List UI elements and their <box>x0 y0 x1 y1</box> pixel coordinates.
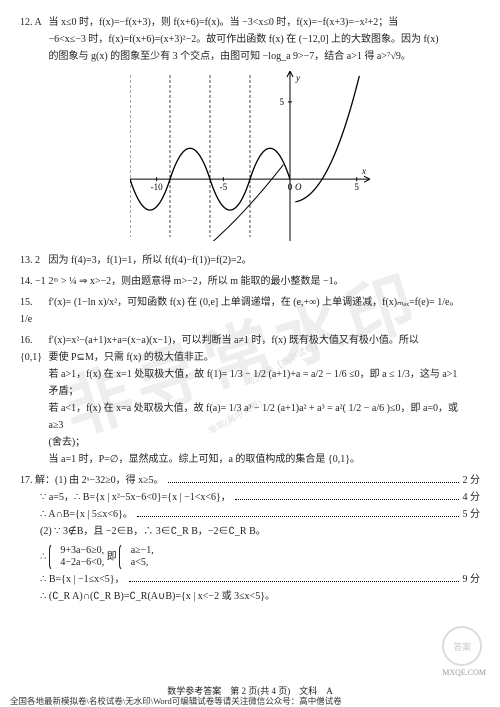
q16-l6: 当 a=1 时，P=∅，显然成立。综上可知，a 的取值构成的集合是 {0,1}。 <box>49 454 361 465</box>
q17-head: 17. 解：(1) 由 2ˣ−32≥0，得 x≥5。 <box>20 472 164 489</box>
q14: 14. −1 2ᵐ > ¼ ⇒ x>−2，则由题意得 m>−2，所以 m 能取的… <box>20 273 480 290</box>
q16-l3: 若 a>1，f(x) 在 x=1 处取极大值，故 f(1)= 1/3 − 1/2… <box>49 369 458 397</box>
dots <box>137 509 459 517</box>
q17-s5c: 4−2a−6<0, <box>60 557 104 568</box>
dots <box>168 475 459 483</box>
svg-text:5: 5 <box>280 97 285 107</box>
q14-body: 2ᵐ > ¼ ⇒ x>−2，则由题意得 m>−2，所以 m 能取的最小整数是 −… <box>49 273 469 290</box>
page-content: 12. A 当 x≤0 时，f(x)=−f(x+3)，则 f(x+6)=f(x)… <box>0 0 500 617</box>
svg-text:5: 5 <box>354 182 359 192</box>
svg-text:O: O <box>295 182 302 192</box>
site-logo: 答案 MXQE.COM <box>442 626 486 677</box>
q17-brace-block: ∴ 9+3a−6≥0, 4−2a−6<0, 即 a≥−1, a<5, <box>20 543 480 571</box>
q12-body: 当 x≤0 时，f(x)=−f(x+3)，则 f(x+6)=f(x)。当 −3<… <box>49 14 469 65</box>
q17-s3-pts: 5 分 <box>463 506 481 523</box>
q17-s5-label: 即 <box>107 551 117 562</box>
dots <box>235 492 459 500</box>
svg-text:-5: -5 <box>220 182 228 192</box>
q15: 15. 1/e f′(x)= (1−ln x)/x²，可知函数 f(x) 在 (… <box>20 294 480 328</box>
q17-s1-pts: 2 分 <box>463 472 481 489</box>
svg-text:x: x <box>361 166 366 176</box>
logo-circle-icon: 答案 <box>442 626 482 666</box>
q16-l5: (舍去)； <box>49 437 86 448</box>
q13-num: 13. 2 <box>20 252 46 269</box>
q17-s1: ∵ a=5，∴ B={x | x²−5x−6<0}={x | −1<x<6}， <box>20 489 231 506</box>
q12-l2: −6<x≤−3 时，f(x)=f(x+6)=(x+3)²−2。故可作出函数 f(… <box>49 34 439 45</box>
q16-l1: f′(x)=x²−(a+1)x+a=(x−a)(x−1)，可以判断当 a≠1 时… <box>49 335 419 346</box>
q12-l3: 的图象与 g(x) 的图象至少有 3 个交点，由图可知 −log_a 9>−7，… <box>49 51 411 62</box>
chart-svg: -10 -5 0 5 5 Ox y <box>130 71 370 241</box>
q16: 16. {0,1} f′(x)=x²−(a+1)x+a=(x−a)(x−1)，可… <box>20 332 480 468</box>
q17-s2-pts: 4 分 <box>463 489 481 506</box>
q14-num: 14. −1 <box>20 273 46 290</box>
q13-body: 因为 f(4)=3，f(1)=1，所以 f(f(4)−f(1))=f(2)=2。 <box>49 252 469 269</box>
q17-s6: ∴ B={x | −1≤x<5}， <box>20 571 125 588</box>
q12: 12. A 当 x≤0 时，f(x)=−f(x+3)，则 f(x+6)=f(x)… <box>20 14 480 65</box>
q12-chart: -10 -5 0 5 5 Ox y <box>20 71 480 244</box>
svg-text:-10: -10 <box>151 182 163 192</box>
q17-s5a: 9+3a−6≥0, <box>60 545 104 556</box>
q15-num: 15. 1/e <box>20 294 46 328</box>
logo-sub: MXQE.COM <box>442 668 486 677</box>
q17: 17. 解：(1) 由 2ˣ−32≥0，得 x≥5。 2 分 ∵ a=5，∴ B… <box>20 472 480 605</box>
q16-l4: 若 a<1，f(x) 在 x=a 处取极大值，故 f(a)= 1/3 a³ − … <box>49 403 459 431</box>
q16-l2: 要使 P⊆M，只需 f(x) 的极大值非正。 <box>49 352 214 363</box>
q17-s4: (2) ∵ 3∉B，且 −2∈B，∴ 3∈∁_R B，−2∈∁_R B。 <box>20 523 480 540</box>
q17-s5d: a<5, <box>131 557 149 568</box>
page-footer-2: 全国各地最新模拟卷\名校试卷\无水印\Word可编辑试卷等请关注微信公众号：高中… <box>10 695 342 707</box>
q12-l1: 当 x≤0 时，f(x)=−f(x+3)，则 f(x+6)=f(x)。当 −3<… <box>49 17 399 28</box>
q17-s6-pts: 9 分 <box>463 571 481 588</box>
q17-s7: ∴ (∁_R A)∩(∁_R B)=∁_R(A∪B)={x | x<−2 或 3… <box>20 588 480 605</box>
brace-icon <box>49 543 56 571</box>
q16-num: 16. {0,1} <box>20 332 46 366</box>
dots <box>129 574 459 582</box>
q17-s5b: a≥−1, <box>131 545 154 556</box>
svg-text:0: 0 <box>288 182 293 192</box>
q13: 13. 2 因为 f(4)=3，f(1)=1，所以 f(f(4)−f(1))=f… <box>20 252 480 269</box>
svg-text:y: y <box>295 73 300 83</box>
brace-icon <box>119 543 126 571</box>
q15-body: f′(x)= (1−ln x)/x²，可知函数 f(x) 在 (0,e] 上单调… <box>49 294 469 311</box>
q16-body: f′(x)=x²−(a+1)x+a=(x−a)(x−1)，可以判断当 a≠1 时… <box>49 332 469 468</box>
q17-s3: ∴ A∩B={x | 5≤x<6}。 <box>20 506 133 523</box>
q12-num: 12. A <box>20 14 46 31</box>
